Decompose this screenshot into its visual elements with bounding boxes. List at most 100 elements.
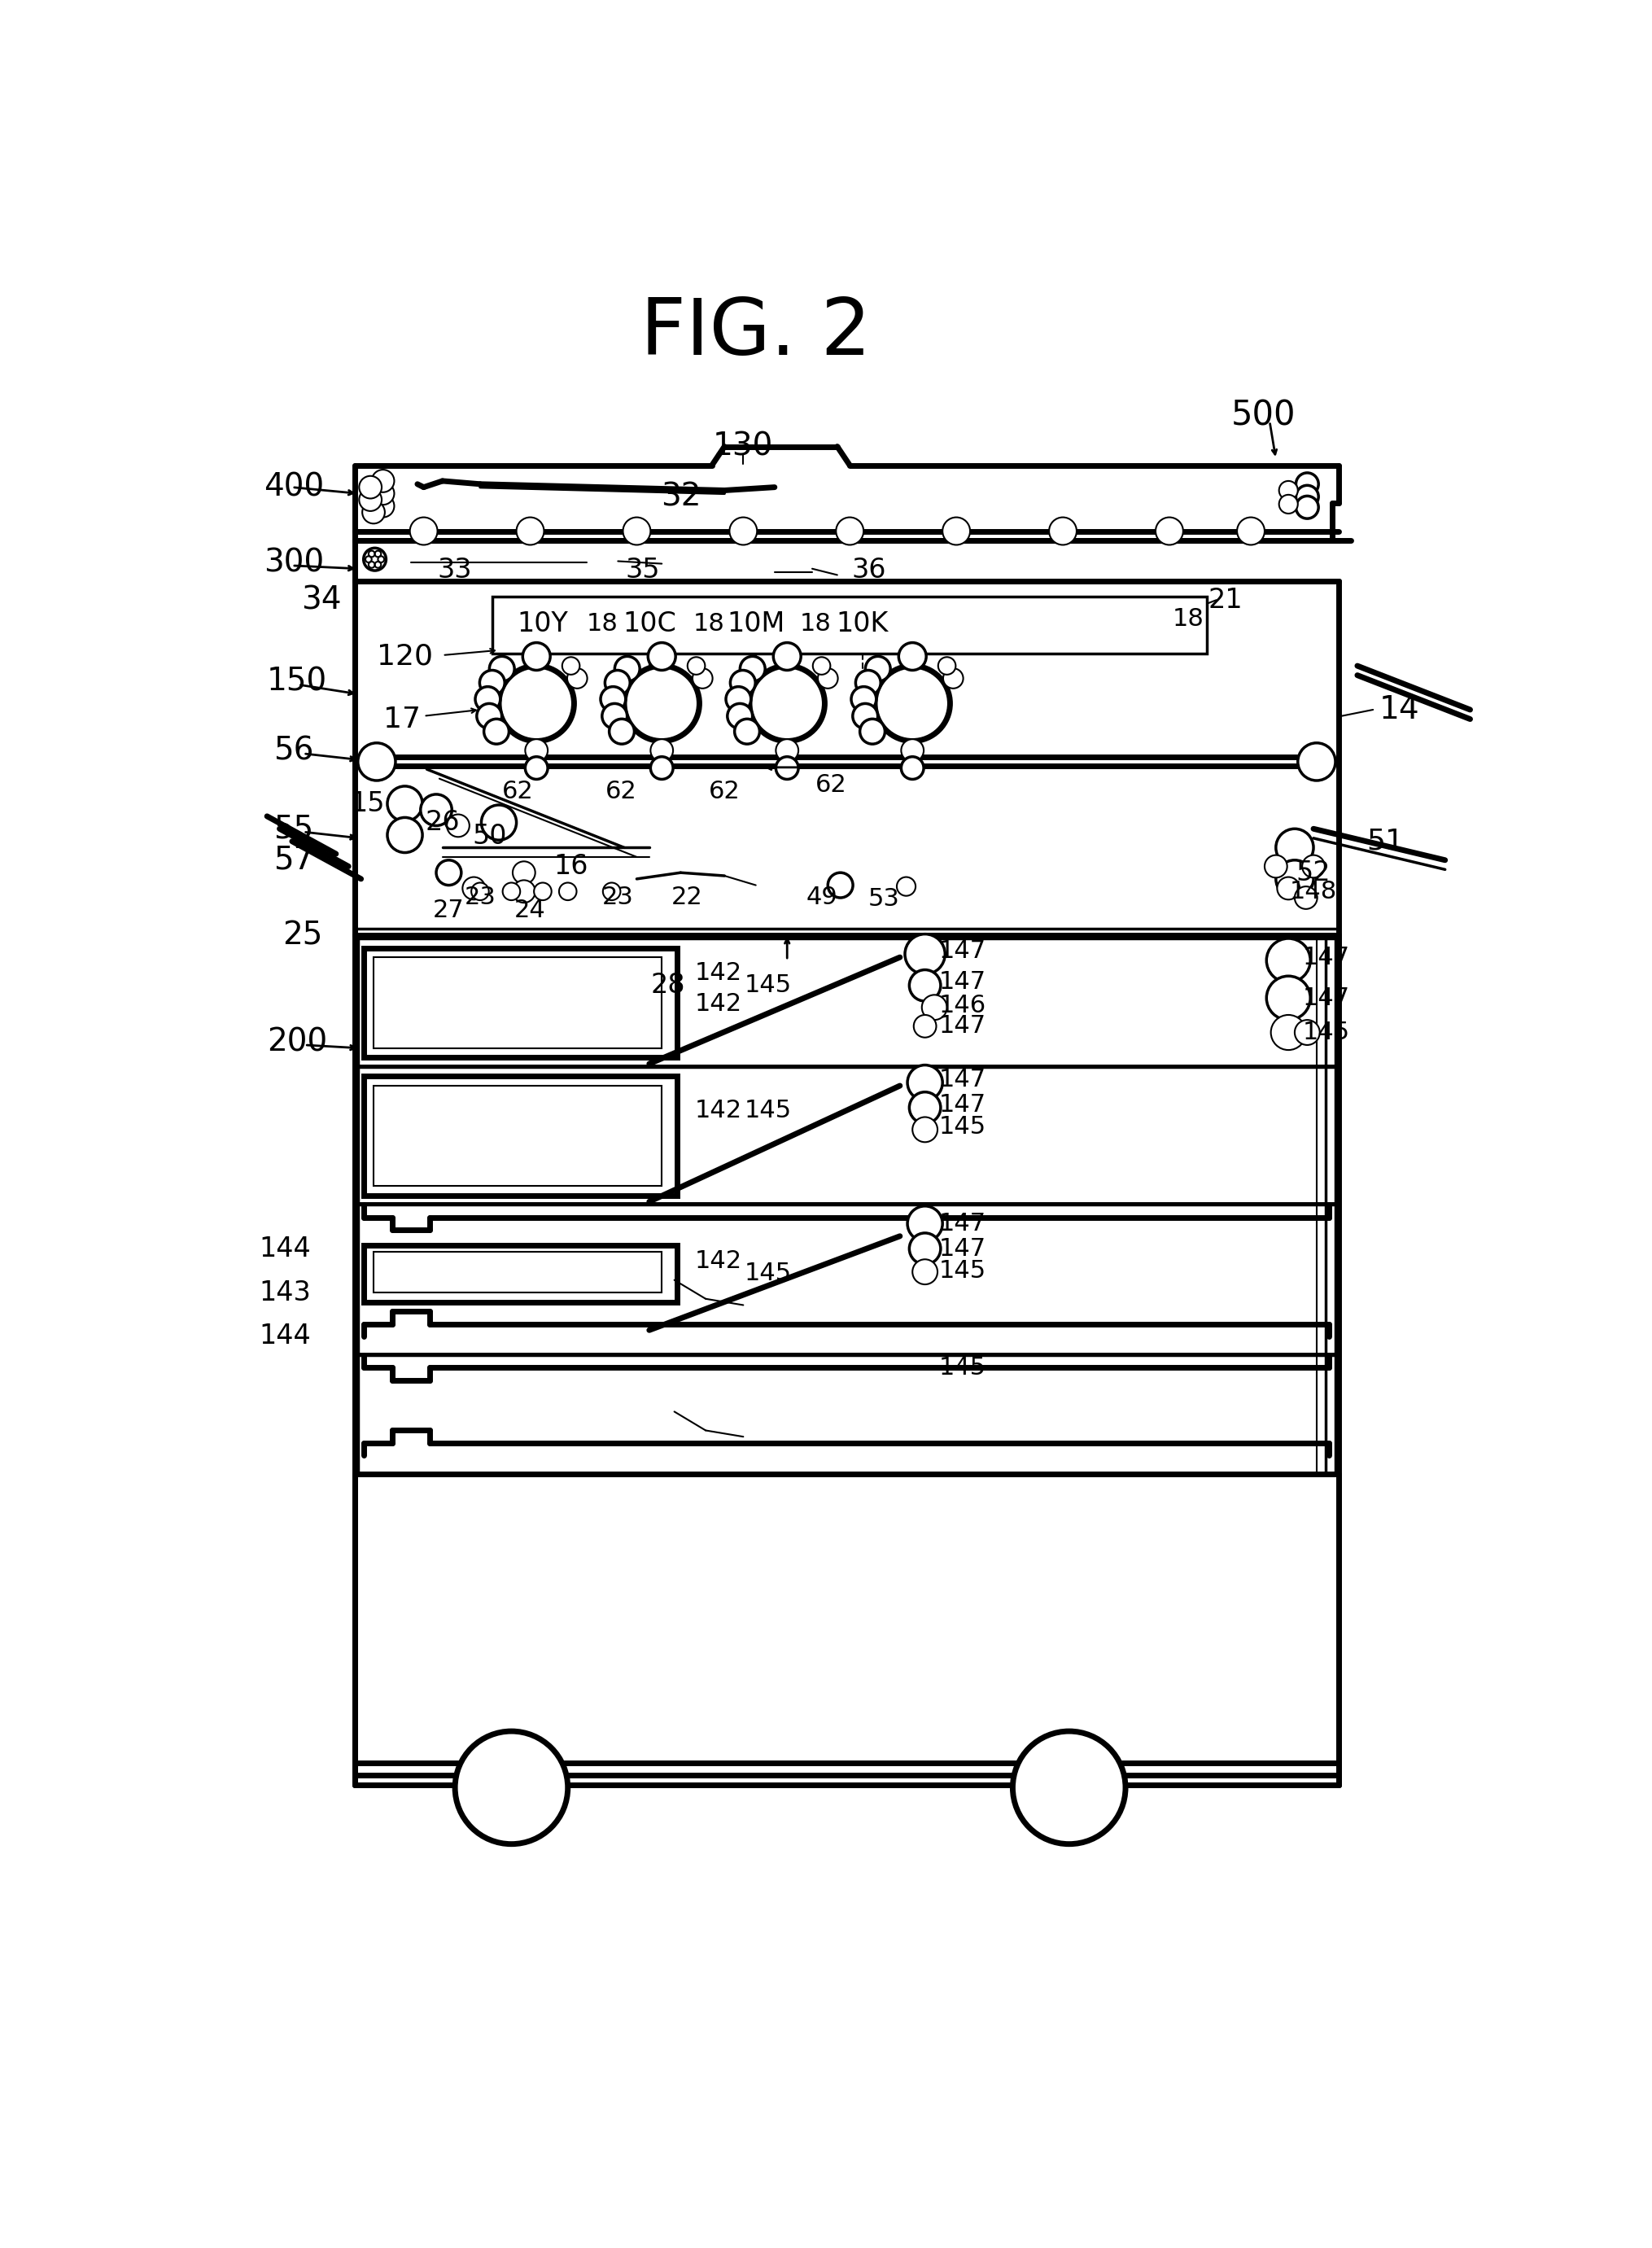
- Circle shape: [900, 758, 923, 780]
- Bar: [373, 1252, 662, 1293]
- Circle shape: [1277, 877, 1300, 899]
- Text: 23: 23: [601, 886, 634, 910]
- Circle shape: [410, 517, 438, 544]
- Circle shape: [1279, 481, 1298, 499]
- Text: 27: 27: [433, 899, 464, 922]
- Circle shape: [499, 665, 575, 742]
- Text: 56: 56: [273, 735, 314, 767]
- Text: 18: 18: [800, 611, 831, 636]
- Circle shape: [463, 877, 486, 899]
- Circle shape: [387, 787, 423, 821]
- Text: 10C: 10C: [623, 611, 676, 636]
- Text: 62: 62: [709, 780, 740, 803]
- Text: 35: 35: [626, 558, 661, 584]
- Circle shape: [692, 668, 712, 688]
- Text: 145: 145: [938, 1356, 986, 1380]
- Text: 150: 150: [268, 665, 327, 697]
- Text: 147: 147: [938, 1236, 986, 1261]
- Text: 49: 49: [806, 886, 838, 910]
- Text: 145: 145: [938, 1259, 986, 1281]
- Text: 53: 53: [869, 888, 900, 910]
- Circle shape: [512, 881, 535, 904]
- Circle shape: [1237, 517, 1264, 544]
- Circle shape: [836, 517, 864, 544]
- Bar: [363, 1245, 677, 1302]
- Text: 10Y: 10Y: [517, 611, 568, 636]
- Circle shape: [534, 883, 552, 899]
- Text: 130: 130: [714, 432, 773, 461]
- Text: 50: 50: [472, 823, 507, 850]
- Text: 52: 52: [1297, 859, 1332, 886]
- Circle shape: [525, 740, 548, 762]
- Circle shape: [1295, 472, 1318, 495]
- Circle shape: [1270, 1014, 1307, 1050]
- Text: 145: 145: [745, 1261, 791, 1286]
- Circle shape: [861, 719, 885, 744]
- Circle shape: [603, 883, 621, 899]
- Text: 18: 18: [1173, 607, 1204, 632]
- Text: 16: 16: [553, 852, 588, 879]
- Text: 400: 400: [264, 472, 324, 504]
- Text: 15: 15: [350, 791, 385, 816]
- Circle shape: [567, 668, 586, 688]
- Text: 55: 55: [273, 814, 314, 845]
- Circle shape: [358, 742, 395, 780]
- Circle shape: [421, 794, 453, 825]
- Text: 17: 17: [383, 706, 421, 733]
- Circle shape: [876, 665, 950, 742]
- Circle shape: [1264, 854, 1287, 877]
- Text: 148: 148: [1290, 879, 1336, 904]
- Bar: [373, 958, 662, 1048]
- Text: 147: 147: [938, 971, 986, 994]
- Circle shape: [562, 656, 580, 674]
- Text: 62: 62: [814, 773, 847, 796]
- Circle shape: [1155, 517, 1183, 544]
- Text: 62: 62: [502, 780, 534, 803]
- Text: 32: 32: [661, 481, 700, 513]
- Text: 147: 147: [938, 1093, 986, 1117]
- Bar: [363, 1077, 677, 1196]
- Circle shape: [828, 872, 852, 897]
- Circle shape: [943, 668, 963, 688]
- Circle shape: [813, 656, 831, 674]
- Circle shape: [601, 704, 628, 728]
- Circle shape: [372, 470, 395, 492]
- Text: 142: 142: [694, 1099, 742, 1122]
- Text: 145: 145: [745, 973, 791, 998]
- Text: 145: 145: [745, 1099, 791, 1122]
- Circle shape: [1275, 830, 1313, 865]
- Circle shape: [773, 643, 801, 670]
- Circle shape: [1275, 861, 1313, 897]
- Circle shape: [358, 488, 382, 510]
- Circle shape: [605, 670, 629, 695]
- Circle shape: [502, 883, 520, 899]
- Circle shape: [651, 758, 672, 780]
- Text: 24: 24: [514, 899, 545, 922]
- Circle shape: [624, 665, 699, 742]
- Circle shape: [1298, 742, 1335, 780]
- Text: 57: 57: [273, 845, 314, 874]
- Circle shape: [1279, 495, 1298, 513]
- Text: 147: 147: [938, 940, 986, 962]
- Circle shape: [1295, 1021, 1320, 1045]
- Text: 142: 142: [694, 991, 742, 1016]
- Circle shape: [899, 643, 927, 670]
- Circle shape: [818, 668, 838, 688]
- Text: 500: 500: [1231, 398, 1295, 432]
- Circle shape: [922, 996, 947, 1021]
- Circle shape: [727, 704, 752, 728]
- Circle shape: [1049, 517, 1077, 544]
- Text: 142: 142: [694, 962, 742, 985]
- Circle shape: [358, 477, 382, 499]
- Text: 146: 146: [938, 994, 986, 1018]
- Circle shape: [907, 1207, 943, 1241]
- Bar: [358, 1356, 1335, 1475]
- Circle shape: [735, 719, 760, 744]
- Circle shape: [938, 656, 955, 674]
- Bar: [363, 949, 677, 1057]
- Text: 147: 147: [1302, 946, 1350, 969]
- Circle shape: [912, 1117, 937, 1142]
- Text: 145: 145: [1302, 1021, 1350, 1045]
- Circle shape: [1295, 497, 1318, 519]
- Circle shape: [372, 483, 395, 506]
